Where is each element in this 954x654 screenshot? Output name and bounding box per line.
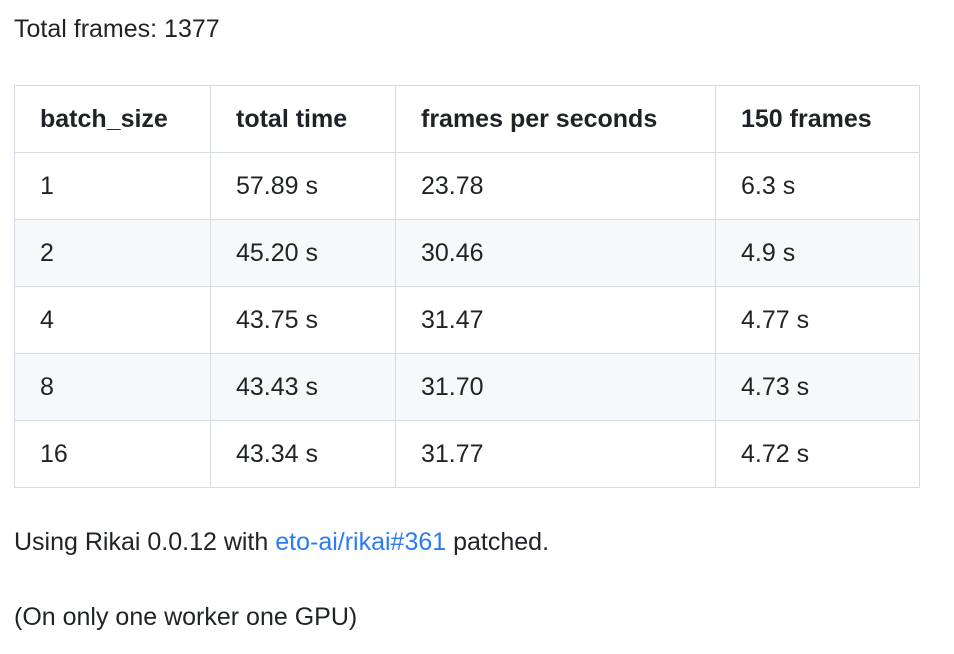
table-cell: 4.72 s <box>715 420 920 488</box>
worker-gpu-note: (On only one worker one GPU) <box>14 603 358 631</box>
table-cell: 30.46 <box>395 219 716 287</box>
table-row: 8 43.43 s 31.70 4.73 s <box>14 353 920 421</box>
table-cell: 4.73 s <box>715 353 920 421</box>
rikai-version-text: Using Rikai 0.0.12 with eto-ai/rikai#361… <box>14 526 940 558</box>
table-row: 16 43.34 s 31.77 4.72 s <box>14 420 920 488</box>
table-cell: 4.9 s <box>715 219 920 287</box>
table-cell: 8 <box>14 353 211 421</box>
table-cell: 31.77 <box>395 420 716 488</box>
table-cell: 23.78 <box>395 152 716 220</box>
table-cell: 2 <box>14 219 211 287</box>
table-row: 1 57.89 s 23.78 6.3 s <box>14 152 920 220</box>
rikai-issue-link[interactable]: eto-ai/rikai#361 <box>275 528 447 556</box>
total-frames-text: Total frames: 1377 <box>14 15 220 43</box>
table-cell: 31.70 <box>395 353 716 421</box>
column-header-150-frames: 150 frames <box>715 85 920 153</box>
table-cell: 6.3 s <box>715 152 920 220</box>
table-cell: 4 <box>14 286 211 354</box>
table-cell: 16 <box>14 420 211 488</box>
document-body: Total frames: 1377 batch_size total time… <box>0 13 954 633</box>
table-cell: 43.34 s <box>210 420 396 488</box>
column-header-batch-size: batch_size <box>14 85 211 153</box>
table-cell: 43.75 s <box>210 286 396 354</box>
column-header-total-time: total time <box>210 85 396 153</box>
rikai-version-prefix: Using Rikai 0.0.12 with <box>14 528 276 556</box>
table-cell: 43.43 s <box>210 353 396 421</box>
table-cell: 4.77 s <box>715 286 920 354</box>
table-row: 2 45.20 s 30.46 4.9 s <box>14 219 920 287</box>
table-cell: 45.20 s <box>210 219 396 287</box>
table-header-row: batch_size total time frames per seconds… <box>14 85 920 153</box>
rikai-version-suffix: patched. <box>446 528 550 556</box>
column-header-frames-per-seconds: frames per seconds <box>395 85 716 153</box>
benchmark-table: batch_size total time frames per seconds… <box>14 85 920 488</box>
table-cell: 57.89 s <box>210 152 396 220</box>
table-cell: 1 <box>14 152 211 220</box>
table-row: 4 43.75 s 31.47 4.77 s <box>14 286 920 354</box>
table-cell: 31.47 <box>395 286 716 354</box>
